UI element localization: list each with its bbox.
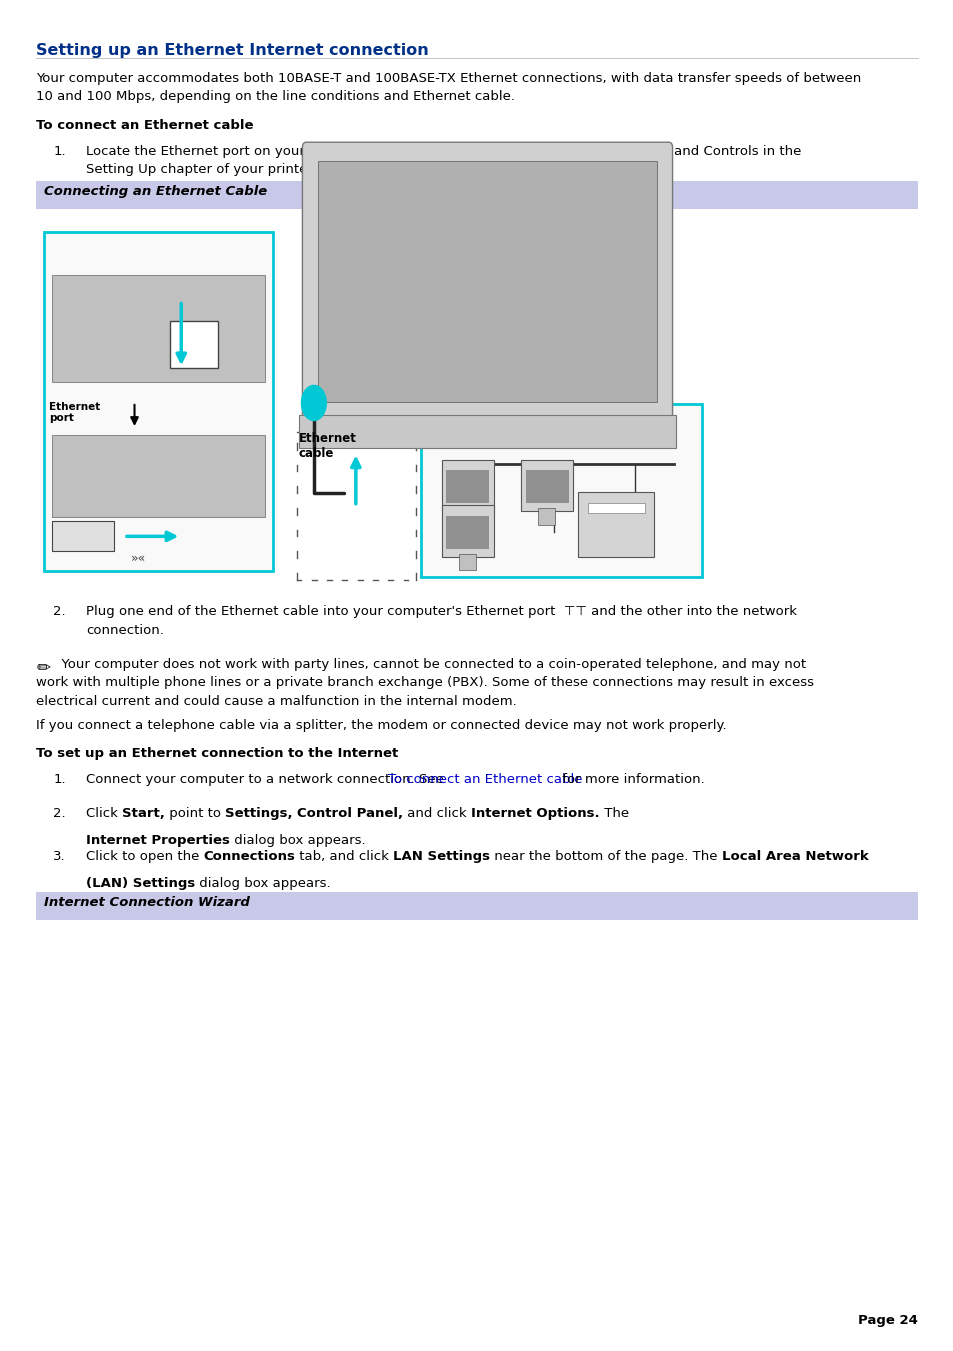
Text: (LAN) Settings: (LAN) Settings bbox=[86, 877, 195, 890]
FancyBboxPatch shape bbox=[446, 470, 489, 503]
Text: Plug one end of the Ethernet cable into your computer's Ethernet port  ⊤⊤ and th: Plug one end of the Ethernet cable into … bbox=[86, 605, 796, 636]
Text: 1.: 1. bbox=[53, 145, 66, 158]
Text: Internet Properties: Internet Properties bbox=[86, 834, 230, 847]
Text: for more information.: for more information. bbox=[558, 773, 704, 786]
Text: 2.: 2. bbox=[53, 605, 66, 619]
FancyBboxPatch shape bbox=[317, 161, 657, 401]
Circle shape bbox=[301, 385, 326, 420]
FancyBboxPatch shape bbox=[441, 505, 494, 557]
Text: If you connect a telephone cable via a splitter, the modem or connected device m: If you connect a telephone cable via a s… bbox=[36, 719, 726, 732]
Text: and click: and click bbox=[403, 807, 471, 820]
Text: Internet Connection Wizard: Internet Connection Wizard bbox=[44, 896, 250, 909]
FancyBboxPatch shape bbox=[446, 516, 489, 549]
FancyBboxPatch shape bbox=[51, 435, 265, 517]
Text: To set up an Ethernet connection to the Internet: To set up an Ethernet connection to the … bbox=[36, 747, 398, 761]
FancyBboxPatch shape bbox=[51, 521, 113, 551]
Text: Settings,: Settings, bbox=[225, 807, 293, 820]
FancyBboxPatch shape bbox=[537, 508, 555, 524]
Text: »«: »« bbox=[131, 551, 146, 565]
Text: dialog box appears.: dialog box appears. bbox=[195, 877, 331, 890]
Text: Ethernet
port: Ethernet port bbox=[49, 401, 100, 423]
Text: Start,: Start, bbox=[122, 807, 165, 820]
Text: LAN Settings: LAN Settings bbox=[393, 850, 490, 863]
FancyBboxPatch shape bbox=[302, 142, 672, 423]
Text: Local Area Network: Local Area Network bbox=[721, 850, 868, 863]
FancyBboxPatch shape bbox=[578, 492, 654, 557]
Text: Page 24: Page 24 bbox=[857, 1313, 917, 1327]
FancyBboxPatch shape bbox=[458, 508, 476, 524]
Text: Ethernet
cable: Ethernet cable bbox=[298, 432, 356, 461]
Text: 3.: 3. bbox=[53, 850, 66, 863]
Text: Connecting an Ethernet Cable: Connecting an Ethernet Cable bbox=[44, 185, 267, 199]
Text: Connections: Connections bbox=[203, 850, 295, 863]
FancyBboxPatch shape bbox=[36, 219, 917, 588]
FancyBboxPatch shape bbox=[36, 181, 917, 209]
Text: Click to open the: Click to open the bbox=[86, 850, 203, 863]
Text: near the bottom of the page. The: near the bottom of the page. The bbox=[490, 850, 721, 863]
FancyBboxPatch shape bbox=[36, 892, 917, 920]
Text: 2.: 2. bbox=[53, 807, 66, 820]
Text: Your computer does not work with party lines, cannot be connected to a coin-oper: Your computer does not work with party l… bbox=[36, 658, 814, 708]
Text: Click: Click bbox=[86, 807, 122, 820]
Text: The: The bbox=[599, 807, 628, 820]
Text: Locate the Ethernet port on your computer. For location information, see Locatin: Locate the Ethernet port on your compute… bbox=[86, 145, 801, 176]
Text: To connect an Ethernet cable: To connect an Ethernet cable bbox=[388, 773, 582, 786]
FancyBboxPatch shape bbox=[51, 274, 265, 381]
Text: Internet Options.: Internet Options. bbox=[471, 807, 599, 820]
Text: Your computer accommodates both 10BASE-T and 100BASE-TX Ethernet connections, wi: Your computer accommodates both 10BASE-T… bbox=[36, 72, 861, 103]
FancyBboxPatch shape bbox=[170, 320, 217, 367]
Text: To connect an Ethernet cable: To connect an Ethernet cable bbox=[36, 119, 253, 132]
FancyBboxPatch shape bbox=[458, 554, 476, 570]
Text: Connect your computer to a network connection. See: Connect your computer to a network conne… bbox=[86, 773, 448, 786]
FancyBboxPatch shape bbox=[587, 503, 644, 513]
Text: dialog box appears.: dialog box appears. bbox=[230, 834, 365, 847]
Text: point to: point to bbox=[165, 807, 225, 820]
FancyBboxPatch shape bbox=[520, 459, 573, 511]
FancyBboxPatch shape bbox=[44, 232, 273, 571]
Text: Setting up an Ethernet Internet connection: Setting up an Ethernet Internet connecti… bbox=[36, 43, 429, 58]
Text: ✏: ✏ bbox=[36, 658, 51, 676]
FancyBboxPatch shape bbox=[298, 415, 676, 447]
Text: tab, and click: tab, and click bbox=[295, 850, 393, 863]
Text: 1.: 1. bbox=[53, 773, 66, 786]
FancyBboxPatch shape bbox=[525, 470, 568, 503]
FancyBboxPatch shape bbox=[441, 459, 494, 511]
Text: Control Panel,: Control Panel, bbox=[296, 807, 403, 820]
FancyBboxPatch shape bbox=[420, 404, 701, 577]
